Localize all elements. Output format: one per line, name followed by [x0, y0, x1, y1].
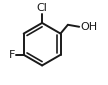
Text: Cl: Cl	[37, 3, 48, 13]
Text: OH: OH	[80, 22, 97, 32]
Text: F: F	[9, 50, 16, 60]
